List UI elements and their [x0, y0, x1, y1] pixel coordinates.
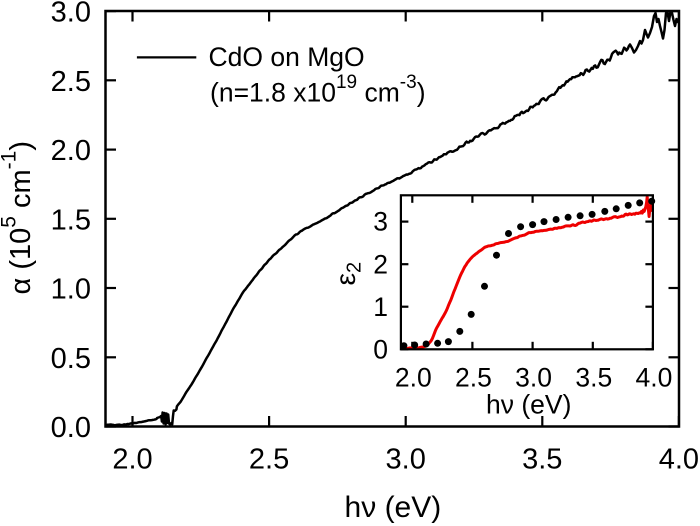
svg-text:hν (eV): hν (eV)	[486, 390, 571, 420]
svg-text:3.5: 3.5	[575, 362, 612, 392]
svg-text:2.0: 2.0	[51, 135, 91, 167]
svg-text:2.0: 2.0	[395, 362, 432, 392]
svg-text:0: 0	[373, 334, 388, 364]
svg-text:3.5: 3.5	[522, 443, 562, 475]
svg-text:4.0: 4.0	[659, 443, 699, 475]
svg-text:CdO on MgO: CdO on MgO	[209, 42, 365, 72]
svg-text:1: 1	[373, 292, 388, 322]
svg-text:4.0: 4.0	[635, 362, 672, 392]
svg-text:1.0: 1.0	[51, 274, 91, 306]
svg-text:hν (eV): hν (eV)	[345, 491, 442, 524]
svg-text:(n=1.8 x1019 cm-3): (n=1.8 x1019 cm-3)	[210, 72, 426, 108]
svg-text:3.0: 3.0	[386, 443, 426, 475]
svg-text:2.5: 2.5	[455, 362, 492, 392]
svg-text:1.5: 1.5	[51, 204, 91, 236]
svg-text:2: 2	[373, 249, 388, 279]
svg-text:0.5: 0.5	[51, 343, 91, 375]
svg-text:3.0: 3.0	[515, 362, 552, 392]
svg-text:2.5: 2.5	[249, 443, 289, 475]
svg-text:2.0: 2.0	[112, 443, 152, 475]
svg-text:0.0: 0.0	[51, 412, 91, 444]
svg-text:3: 3	[373, 207, 388, 237]
svg-text:3.0: 3.0	[51, 0, 91, 29]
svg-text:2.5: 2.5	[51, 66, 91, 98]
